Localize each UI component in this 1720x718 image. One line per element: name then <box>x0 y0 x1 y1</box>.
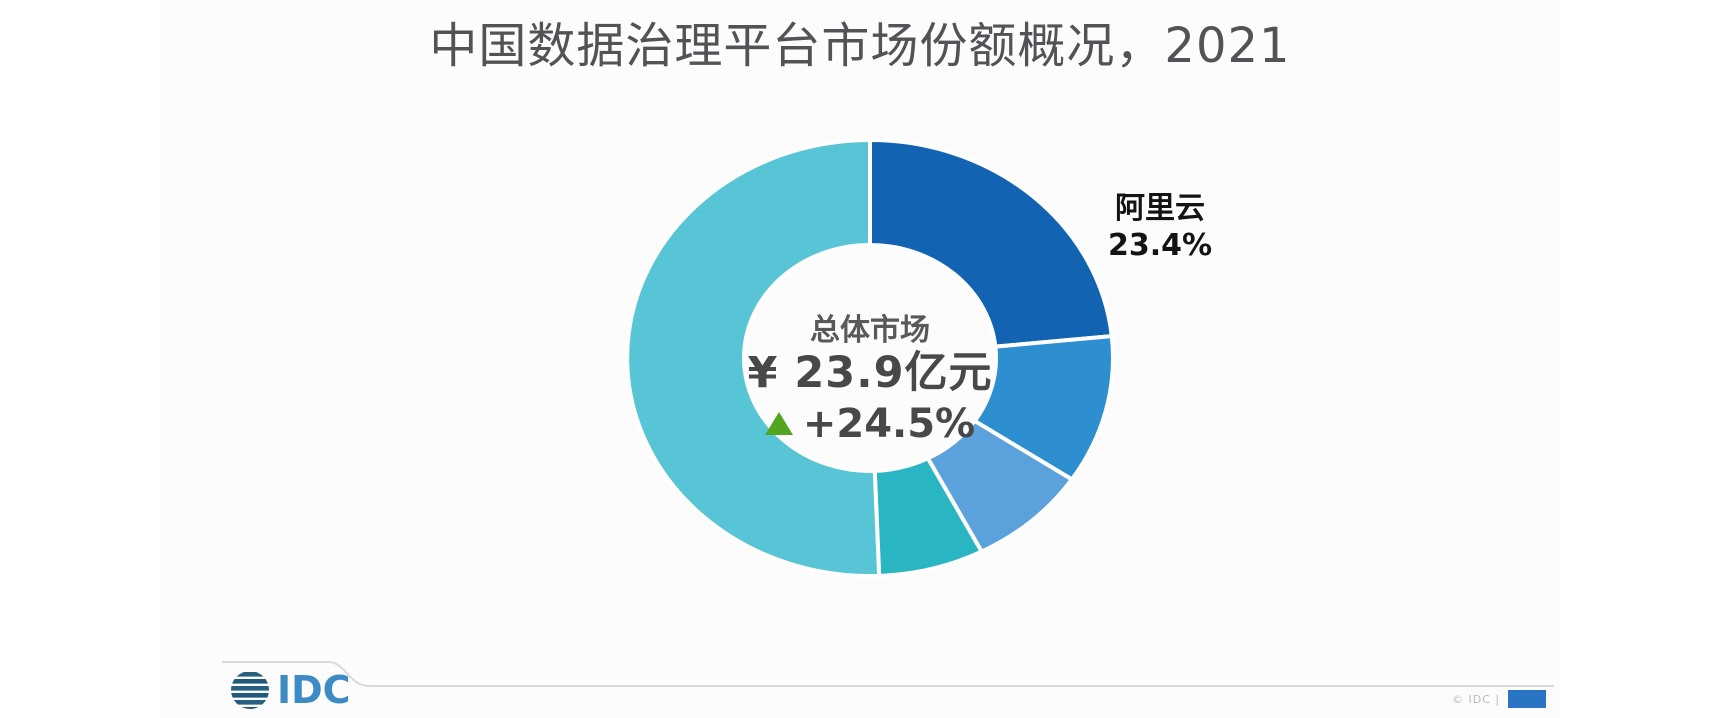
segment-callout: 阿里云 23.4% <box>1095 190 1225 264</box>
idc-globe-icon <box>231 672 269 709</box>
growth-up-triangle-icon <box>764 412 793 435</box>
idc-logo-text: IDC <box>277 668 351 712</box>
growth-row: +24.5% <box>718 402 1022 446</box>
total-market-label: 总体市场 <box>810 313 930 348</box>
callout-vendor-name: 阿里云 <box>1115 191 1205 226</box>
growth-value: +24.5% <box>802 401 976 447</box>
footer-swoosh-line <box>222 661 1554 687</box>
pie-segment-1-阿里云 <box>868 138 1114 349</box>
callout-vendor-share: 23.4% <box>1107 228 1213 263</box>
footer-accent-rect <box>1508 690 1546 708</box>
chart-title: 中国数据治理平台市场份额概况，2021 <box>429 18 1291 74</box>
total-market-value: ¥ 23.9亿元 <box>747 348 993 398</box>
copyright-text: © IDC | <box>1452 693 1501 706</box>
pie-segment-5 <box>625 138 882 578</box>
idc-logo: IDC <box>230 670 351 710</box>
slide-background <box>160 0 1560 718</box>
donut-chart <box>625 138 1115 578</box>
